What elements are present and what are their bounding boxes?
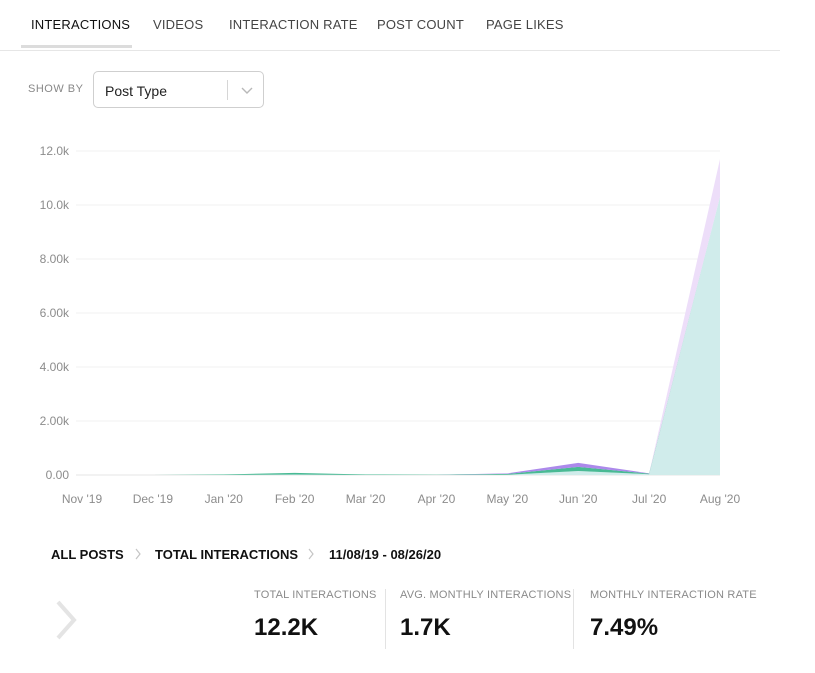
y-tick-label: 4.00k [40, 360, 70, 374]
x-tick-label: Feb '20 [275, 492, 315, 506]
active-tab-indicator [21, 45, 132, 48]
x-tick-label: Apr '20 [418, 492, 456, 506]
series-area-3 [82, 159, 720, 475]
show-by-selected-value: Post Type [105, 83, 168, 99]
interactions-area-chart: 0.00 2.00k 4.00k 6.00k 8.00k 10.0k 12.0k Nov '1… [40, 144, 741, 506]
analytics-panel: INTERACTIONS VIDEOS INTERACTION RATE POS… [0, 0, 780, 649]
stat-label: MONTHLY INTERACTION RATE [590, 589, 757, 601]
stat-avg-monthly-interactions: AVG. MONTHLY INTERACTIONS 1.7K [400, 589, 571, 642]
breadcrumb-all-posts[interactable]: ALL POSTS [51, 547, 124, 562]
show-by-select[interactable]: Post Type [93, 71, 264, 108]
y-tick-label: 6.00k [40, 306, 70, 320]
x-tick-label: Dec '19 [133, 492, 174, 506]
stat-monthly-interaction-rate: MONTHLY INTERACTION RATE 7.49% [590, 589, 757, 642]
stat-divider [385, 589, 386, 649]
breadcrumb-chevron-icon [135, 548, 141, 560]
breadcrumb: ALL POSTS TOTAL INTERACTIONS 11/08/19 - … [0, 547, 780, 567]
stat-value: 12.2K [254, 614, 319, 641]
series-area-0 [82, 196, 720, 475]
stat-divider [573, 589, 574, 649]
tab-interactions[interactable]: INTERACTIONS [31, 17, 131, 32]
date-range: 11/08/19 - 08/26/20 [329, 547, 442, 562]
x-tick-label: Mar '20 [346, 492, 386, 506]
stat-value: 7.49% [590, 614, 659, 641]
select-separator [227, 80, 228, 100]
chevron-down-icon[interactable] [236, 79, 258, 101]
x-tick-label: Jul '20 [632, 492, 667, 506]
series-area-1 [82, 196, 720, 475]
breadcrumb-chevron-icon [308, 548, 314, 560]
breadcrumb-total-interactions[interactable]: TOTAL INTERACTIONS [155, 547, 298, 562]
x-tick-label: Nov '19 [62, 492, 103, 506]
y-tick-label: 10.0k [40, 198, 70, 212]
tab-videos[interactable]: VIDEOS [153, 17, 204, 32]
x-tick-label: Jan '20 [205, 492, 244, 506]
tab-post-count[interactable]: POST COUNT [377, 17, 464, 32]
chevron-right-icon[interactable] [52, 598, 82, 642]
tab-interaction-rate[interactable]: INTERACTION RATE [229, 17, 358, 32]
show-by-label: SHOW BY [28, 83, 84, 95]
y-tick-label: 2.00k [40, 414, 70, 428]
series-area-2 [82, 196, 720, 475]
stat-total-interactions: TOTAL INTERACTIONS 12.2K [254, 589, 377, 642]
x-tick-label: Aug '20 [700, 492, 741, 506]
y-tick-label: 8.00k [40, 252, 70, 266]
stat-label: TOTAL INTERACTIONS [254, 589, 377, 601]
metric-tabs: INTERACTIONS VIDEOS INTERACTION RATE POS… [0, 0, 780, 51]
y-tick-label: 0.00 [46, 468, 70, 482]
stat-label: AVG. MONTHLY INTERACTIONS [400, 589, 572, 601]
y-tick-label: 12.0k [40, 144, 70, 158]
x-tick-label: May '20 [487, 492, 529, 506]
tab-page-likes[interactable]: PAGE LIKES [486, 17, 564, 32]
stat-value: 1.7K [400, 614, 451, 641]
x-tick-label: Jun '20 [559, 492, 598, 506]
